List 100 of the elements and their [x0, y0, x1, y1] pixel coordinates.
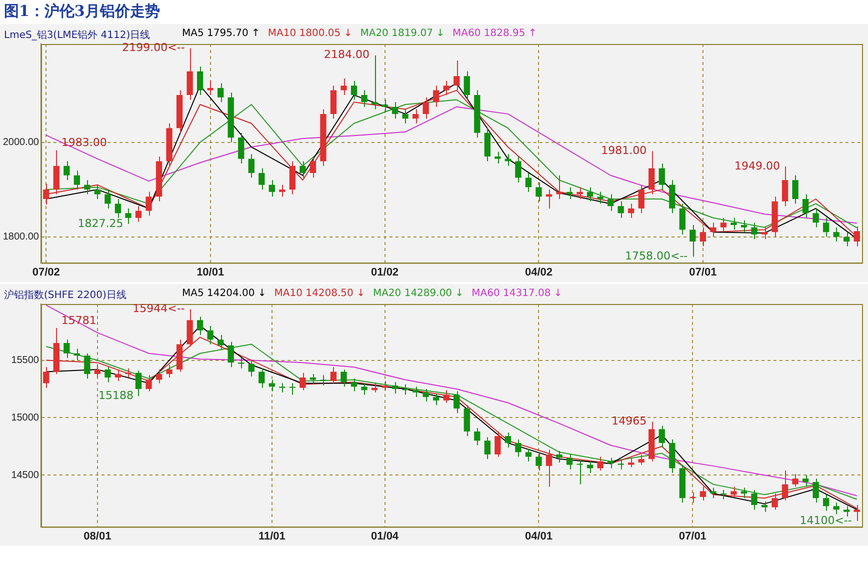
- candlestick: [812, 478, 819, 504]
- annotation: 1758.00<--: [625, 250, 688, 263]
- x-tick-label: 01/04: [371, 530, 400, 542]
- candlestick: [607, 194, 614, 212]
- candlestick: [402, 108, 408, 124]
- candlestick: [371, 54, 378, 110]
- x-tick-label: 07/01: [689, 266, 717, 278]
- candlestick: [114, 368, 122, 382]
- candlestick: [228, 341, 234, 368]
- candlestick: [556, 174, 562, 200]
- candlestick: [566, 454, 573, 470]
- candlestick: [74, 170, 80, 190]
- candlestick: [412, 108, 419, 124]
- chart-subtitle: 沪铝指数(SHFE 2200)日线: [4, 288, 126, 302]
- candlestick: [638, 454, 644, 466]
- candlestick: [536, 182, 542, 202]
- annotation: 1949.00: [734, 159, 780, 172]
- candlestick: [792, 473, 798, 488]
- candlestick: [597, 456, 604, 472]
- candlestick: [443, 390, 450, 404]
- candlestick: [361, 382, 368, 396]
- text: MA5 1795.70 ↑: [182, 28, 260, 39]
- candlestick: [740, 487, 748, 499]
- candlestick: [844, 232, 850, 247]
- candlestick: [422, 96, 429, 120]
- candlestick: [546, 449, 552, 488]
- candlestick: [556, 450, 562, 463]
- candlestick: [279, 382, 286, 393]
- candlestick: [361, 90, 368, 108]
- x-tick-label: 07/02: [32, 266, 60, 278]
- candlestick: [330, 85, 337, 120]
- candlestick: [576, 460, 583, 485]
- candlestick: [854, 226, 860, 247]
- candlestick: [94, 184, 101, 200]
- annotation: 2184.00: [324, 48, 370, 62]
- candlestick: [320, 374, 326, 386]
- candlestick: [433, 85, 440, 108]
- candlestick: [761, 501, 768, 512]
- candlestick: [484, 436, 490, 460]
- y-tick-label: 15000: [11, 412, 40, 424]
- candlestick: [300, 372, 306, 391]
- candlestick: [710, 487, 716, 499]
- text: MA60 14317.08 ↓: [472, 288, 562, 299]
- annotation: 1983.00: [61, 136, 107, 150]
- candlestick: [597, 191, 604, 204]
- candlestick: [782, 166, 788, 207]
- candlestick: [494, 430, 501, 458]
- candlestick: [248, 360, 254, 377]
- candlestick: [289, 160, 296, 195]
- candlestick: [146, 374, 152, 392]
- candlestick: [104, 366, 111, 383]
- x-tick-label: 10/01: [196, 266, 224, 278]
- candlestick: [844, 506, 850, 517]
- candlestick: [679, 203, 686, 235]
- candlestick: [196, 316, 204, 336]
- annotation: 1827.25: [78, 216, 124, 230]
- annotation: 14100<--: [800, 514, 852, 527]
- candlestick: [618, 460, 624, 470]
- candlestick: [207, 325, 214, 345]
- candlestick: [648, 150, 655, 195]
- candlestick: [464, 70, 470, 100]
- candlestick: [310, 156, 316, 178]
- x-tick-label: 04/01: [524, 530, 552, 542]
- candlestick: [823, 494, 830, 512]
- candlestick: [761, 226, 768, 240]
- annotation: 1981.00: [601, 144, 647, 158]
- candlestick: [64, 339, 70, 358]
- candlestick: [802, 194, 809, 218]
- candlestick: [536, 452, 542, 472]
- candlestick: [833, 226, 840, 242]
- candlestick: [218, 82, 224, 103]
- candlestick: [854, 504, 860, 522]
- candlestick: [146, 191, 152, 216]
- x-tick-label: 11/01: [258, 530, 286, 542]
- candlestick: [464, 404, 470, 437]
- candlestick: [310, 374, 316, 385]
- candlestick: [218, 334, 224, 350]
- candlestick: [392, 382, 398, 394]
- candlestick: [628, 457, 634, 468]
- chart-subtitle: LmeS_铝3(LME铝外 4112)日线: [4, 28, 150, 42]
- candlestick: [433, 393, 440, 406]
- candlestick: [658, 425, 665, 448]
- candlestick: [289, 382, 296, 396]
- candlestick: [279, 184, 286, 198]
- candlestick: [628, 203, 634, 218]
- candlestick: [94, 364, 101, 378]
- candlestick: [412, 386, 419, 398]
- annotation: 14965: [612, 414, 647, 428]
- candlestick: [566, 186, 573, 200]
- candlestick: [350, 80, 358, 100]
- candlestick: [186, 48, 193, 100]
- candlestick: [156, 368, 162, 384]
- candlestick: [114, 198, 122, 218]
- candlestick: [196, 66, 204, 96]
- candlestick: [422, 388, 429, 402]
- candlestick: [740, 220, 748, 233]
- candlestick: [125, 208, 132, 224]
- candlestick: [340, 78, 347, 96]
- candlestick: [576, 186, 583, 200]
- candlestick: [772, 492, 778, 510]
